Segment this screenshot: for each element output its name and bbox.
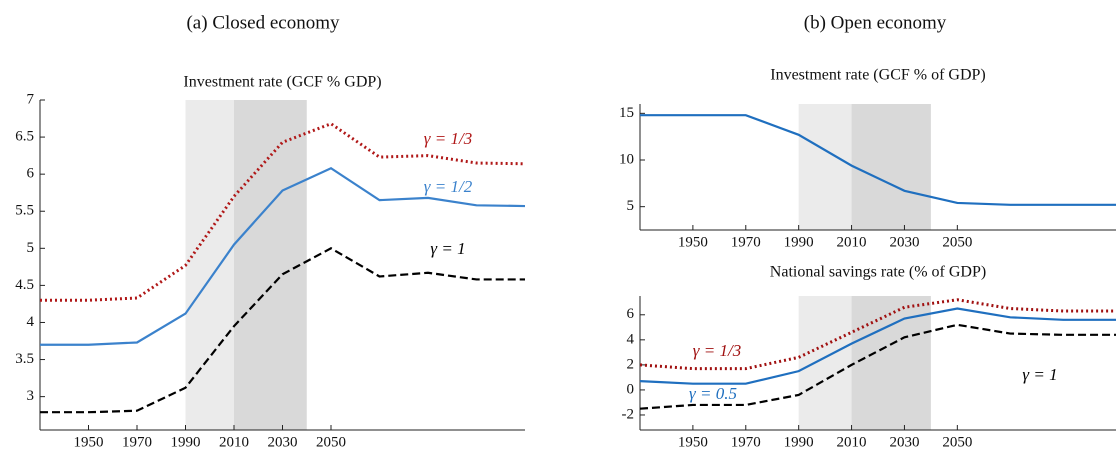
y-tick-label: 10 [619,151,634,167]
y-tick-label: 15 [619,105,634,121]
series-label: γ = 1 [1022,365,1057,384]
series-label: γ = 1/2 [424,177,473,196]
x-tick-label: 1990 [171,434,201,449]
shaded-region [851,296,931,430]
series-label: γ = 1 [430,239,465,258]
x-tick-label: 2030 [889,434,919,449]
y-tick-label: 7 [27,91,35,107]
chart-title: National savings rate (% of GDP) [770,264,986,281]
y-tick-label: 4 [627,331,635,347]
x-tick-label: 2030 [889,234,919,250]
y-tick-label: 0 [627,381,635,397]
series-line [639,323,1116,410]
x-tick-label: 1990 [784,234,814,250]
series-line [40,247,525,414]
chart-title: Investment rate (GCF % GDP) [183,74,381,91]
y-tick-label: 2 [627,356,635,372]
x-tick-label: 2010 [837,234,867,250]
y-tick-label: 4 [27,314,35,330]
shaded-region [798,104,852,230]
x-tick-label: 1970 [122,434,152,449]
shaded-region [798,296,852,430]
y-tick-label: -2 [622,406,635,422]
series-line [40,122,526,302]
x-tick-label: 2050 [942,434,972,449]
shaded-region [185,100,234,430]
y-tick-label: 5 [627,198,635,214]
y-tick-label: 6 [27,166,35,182]
x-tick-label: 2010 [837,434,867,449]
y-tick-label: 3 [27,388,35,404]
shaded-region [851,104,931,230]
x-tick-label: 1950 [678,434,708,449]
x-tick-label: 1970 [731,434,761,449]
chart-title: Investment rate (GCF % of GDP) [770,67,986,84]
x-tick-label: 2030 [268,434,298,449]
y-tick-label: 3.5 [15,351,34,367]
series-line [639,307,1116,385]
series-label: γ = 0.5 [689,384,737,403]
series-line [639,298,1116,371]
y-tick-label: 6.5 [15,129,34,145]
x-tick-label: 2050 [316,434,346,449]
x-tick-label: 2010 [219,434,249,449]
shaded-region [234,100,307,430]
y-tick-label: 5.5 [15,203,34,219]
series-label: γ = 1/3 [693,341,741,360]
x-tick-label: 1950 [74,434,104,449]
y-tick-label: 5 [27,240,35,256]
series-label: γ = 1/3 [424,129,472,148]
x-tick-label: 1950 [678,234,708,250]
panel-title: (a) Closed economy [186,12,340,33]
series-line [640,114,1116,206]
x-tick-label: 1970 [731,234,761,250]
x-tick-label: 2050 [942,234,972,250]
x-tick-label: 1990 [784,434,814,449]
series-line [40,166,526,346]
y-tick-label: 6 [627,306,635,322]
panel-title: (b) Open economy [804,12,947,33]
y-tick-label: 4.5 [15,277,34,293]
